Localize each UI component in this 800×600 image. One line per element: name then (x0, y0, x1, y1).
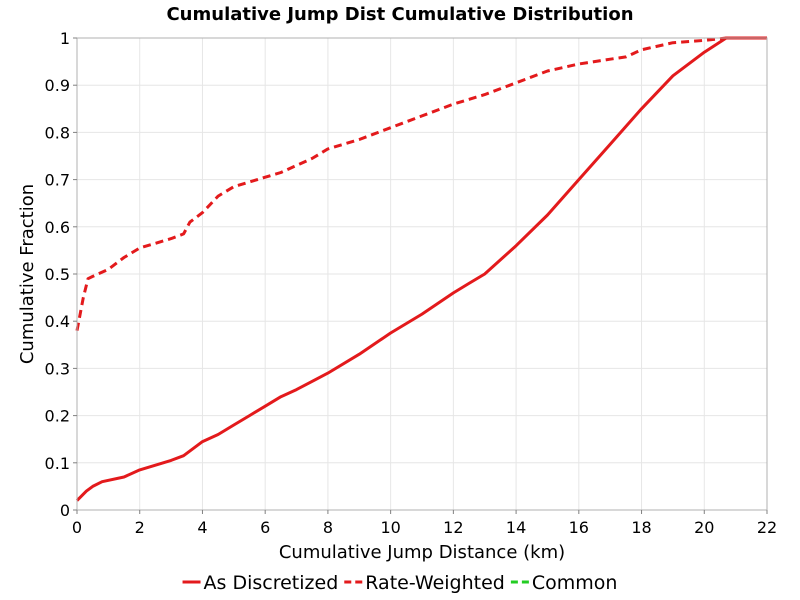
y-tick-label: 0.7 (45, 171, 70, 190)
x-tick-label: 14 (506, 518, 526, 537)
y-tick-label: 0.4 (45, 312, 70, 331)
x-tick-label: 20 (694, 518, 714, 537)
y-tick-label: 0.1 (45, 454, 70, 473)
x-tick-label: 18 (631, 518, 651, 537)
y-tick-label: 0.6 (45, 218, 70, 237)
legend-label: Common (532, 572, 618, 594)
x-tick-label: 0 (72, 518, 82, 537)
series-line-rate-weighted (75, 36, 767, 331)
x-tick-label: 2 (135, 518, 145, 537)
x-tick-label: 12 (443, 518, 463, 537)
series-lines (75, 36, 767, 502)
chart-title: Cumulative Jump Dist Cumulative Distribu… (166, 4, 633, 25)
x-axis-label: Cumulative Jump Distance (km) (279, 542, 565, 563)
legend-label: As Discretized (204, 572, 339, 594)
y-tick-label: 0.3 (45, 359, 70, 378)
y-axis-ticks: 0 0.1 0.2 0.3 0.4 0.5 0.6 0.7 0.8 0.9 1 (45, 29, 77, 520)
y-tick-label: 0.5 (45, 265, 70, 284)
y-tick-label: 0.9 (45, 76, 70, 95)
x-tick-label: 22 (757, 518, 777, 537)
x-axis-ticks: 0 2 4 6 8 10 12 14 16 18 20 22 (72, 510, 777, 537)
y-tick-label: 0.8 (45, 123, 70, 142)
x-tick-label: 8 (323, 518, 333, 537)
y-tick-label: 1 (60, 29, 70, 48)
legend-label: Rate-Weighted (365, 572, 505, 594)
y-axis-label: Cumulative Fraction (17, 184, 38, 364)
y-tick-label: 0.2 (45, 407, 70, 426)
x-tick-label: 16 (569, 518, 589, 537)
y-tick-label: 0 (60, 501, 70, 520)
series-line-as-discretized (75, 36, 767, 502)
x-tick-label: 6 (260, 518, 270, 537)
x-tick-label: 10 (380, 518, 400, 537)
legend: As Discretized Rate-Weighted Common (182, 572, 618, 594)
x-tick-label: 4 (197, 518, 207, 537)
grid-lines (76, 37, 768, 511)
